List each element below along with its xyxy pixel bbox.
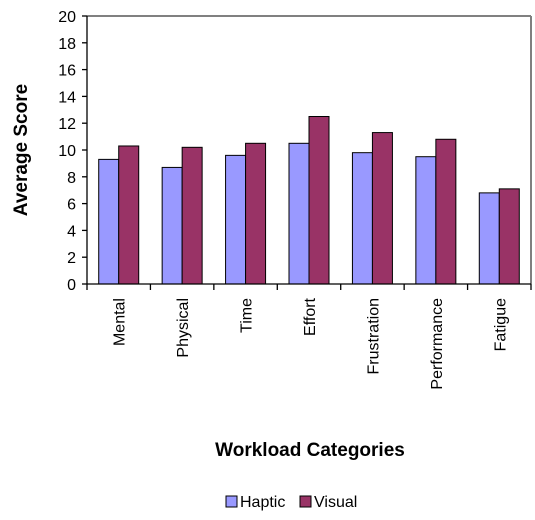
bar-haptic-frustration [351, 152, 373, 285]
bar-haptic-effort [288, 142, 310, 285]
x-axis: Mental Physical Time Effort Frustration Perfo… [86, 283, 532, 390]
x-tick-label: Frustration [365, 298, 382, 374]
plot-area [87, 15, 532, 284]
y-tick-label: 18 [58, 36, 76, 53]
y-tick-label: 8 [67, 170, 76, 187]
bar-haptic-fatigue [478, 192, 500, 285]
bar-haptic-mental [98, 158, 120, 285]
x-tick-label: Performance [429, 298, 446, 390]
x-tick-label: Time [239, 298, 256, 333]
y-tick-label: 16 [58, 63, 76, 80]
legend-label-visual: Visual [314, 494, 357, 511]
bar-visual-fatigue [498, 188, 520, 285]
bar-visual-frustration [371, 132, 393, 285]
y-tick-label: 4 [67, 223, 76, 240]
bar-visual-effort [308, 116, 330, 285]
legend-swatch-visual [299, 495, 312, 508]
y-axis-title: Average Score [11, 84, 32, 216]
bars [98, 116, 520, 285]
y-tick-label: 0 [67, 277, 76, 294]
y-tick-label: 10 [58, 143, 76, 160]
x-tick-label: Effort [302, 297, 319, 336]
y-axis: 0 2 4 6 8 10 12 14 16 18 20 [58, 9, 88, 294]
y-tick-label: 20 [58, 9, 76, 26]
x-tick-label: Fatigue [492, 298, 509, 351]
bar-visual-performance [435, 138, 457, 285]
y-tick-label: 14 [58, 89, 76, 106]
legend: Haptic Visual [225, 494, 357, 511]
bar-haptic-performance [415, 156, 437, 285]
y-tick-label: 2 [67, 250, 76, 267]
x-tick-label: Physical [175, 298, 192, 358]
bar-haptic-time [225, 154, 247, 285]
bar-haptic-physical [161, 166, 183, 285]
bar-visual-physical [181, 146, 203, 285]
legend-label-haptic: Haptic [240, 494, 285, 511]
x-axis-title: Workload Categories [215, 440, 405, 461]
legend-swatch-haptic [225, 495, 238, 508]
x-tick-label: Mental [112, 298, 129, 346]
y-tick-label: 12 [58, 116, 76, 133]
bar-visual-mental [118, 145, 140, 285]
bar-visual-time [245, 142, 267, 285]
y-tick-label: 6 [67, 197, 76, 214]
